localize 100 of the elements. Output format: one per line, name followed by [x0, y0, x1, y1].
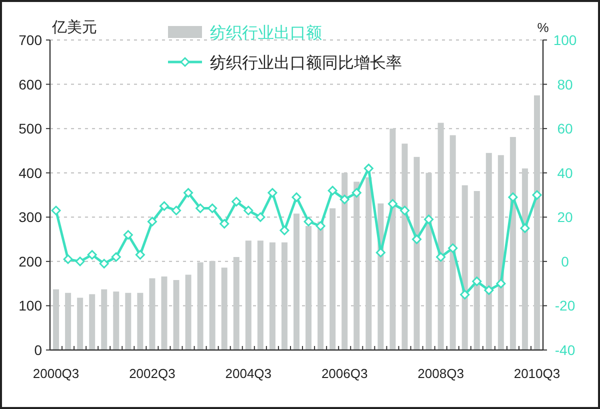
bar	[209, 260, 216, 350]
point	[244, 206, 254, 216]
bar	[366, 177, 372, 350]
bar	[402, 144, 408, 350]
bar	[53, 289, 60, 350]
bar	[65, 292, 72, 350]
y2-tick-label: 0	[561, 253, 570, 270]
y-axis-title: 亿美元	[51, 19, 97, 36]
x-tick-label: 2002Q3	[129, 366, 176, 381]
point	[496, 278, 506, 288]
bar	[245, 240, 252, 350]
point	[232, 196, 242, 206]
point	[63, 254, 73, 264]
y2-axis-title: %	[537, 20, 550, 35]
point	[400, 206, 410, 216]
y-tick-label: 0	[34, 342, 42, 358]
point	[87, 250, 97, 260]
y-tick-label: 300	[18, 209, 42, 226]
point	[304, 216, 314, 226]
bar	[510, 136, 516, 350]
y-tick-label: 400	[18, 164, 42, 181]
bar	[269, 242, 276, 350]
bar	[77, 298, 84, 350]
bar	[89, 294, 96, 350]
x-tick-label: 2004Q3	[225, 366, 272, 381]
bar	[534, 95, 540, 350]
bar	[197, 262, 204, 350]
bar	[486, 152, 492, 350]
point	[75, 256, 85, 266]
bar	[161, 276, 168, 350]
bar	[257, 240, 264, 350]
y2-tick-label: -40	[554, 342, 576, 358]
y2-tick-label: -20	[554, 298, 576, 314]
point	[268, 188, 278, 198]
bar	[221, 268, 228, 350]
point	[111, 252, 121, 262]
point	[147, 216, 157, 226]
bar	[137, 292, 144, 350]
point	[196, 204, 206, 214]
y2-tick-label: 40	[557, 164, 573, 181]
y-tick-label: 500	[18, 120, 42, 137]
y2-tick-label: 60	[557, 120, 573, 137]
y-tick-label: 100	[18, 298, 42, 314]
bar	[149, 278, 156, 350]
point	[328, 186, 338, 196]
y2-tick-label: 20	[557, 209, 573, 226]
y-tick-label: 200	[18, 253, 42, 270]
point	[484, 285, 494, 295]
point	[376, 248, 386, 258]
point	[412, 234, 422, 244]
point	[159, 201, 169, 211]
point	[424, 214, 434, 224]
point	[460, 290, 470, 300]
bar	[390, 128, 396, 350]
point	[340, 194, 350, 204]
point	[99, 258, 109, 268]
point	[208, 204, 218, 214]
bar	[498, 155, 504, 350]
point	[256, 212, 266, 222]
point	[135, 250, 145, 260]
bar	[318, 222, 324, 350]
bar	[414, 156, 420, 350]
y2-tick-label: 80	[557, 76, 573, 92]
bar	[185, 274, 192, 350]
bar	[173, 280, 180, 350]
point	[123, 230, 133, 240]
bar	[294, 214, 300, 350]
x-tick-label: 2008Q3	[418, 366, 464, 381]
bar	[330, 208, 336, 350]
y2-tick-label: 100	[553, 32, 577, 48]
point	[292, 192, 302, 202]
bar	[522, 168, 528, 350]
legend-label: 纺织行业出口额	[210, 24, 322, 42]
bar	[462, 185, 468, 350]
x-tick-label: 2010Q3	[514, 366, 560, 381]
point	[280, 226, 290, 236]
point	[472, 276, 482, 286]
y-tick-label: 700	[18, 32, 42, 48]
point	[352, 188, 362, 198]
bar	[426, 172, 432, 350]
bar	[438, 122, 444, 350]
bar	[125, 292, 132, 350]
legend-label: 纺织行业出口额同比增长率	[210, 54, 402, 72]
point	[364, 164, 374, 174]
point	[520, 223, 530, 233]
point	[508, 192, 518, 202]
bar	[474, 191, 480, 350]
bar	[342, 172, 348, 350]
x-tick-label: 2006Q3	[321, 366, 368, 381]
point	[388, 199, 398, 209]
bar	[306, 226, 312, 350]
point	[532, 190, 542, 200]
point	[172, 206, 182, 216]
bar	[113, 292, 120, 350]
point	[51, 206, 61, 216]
bar	[281, 242, 288, 350]
bar	[233, 257, 240, 350]
bar	[354, 182, 360, 350]
y-tick-label: 600	[18, 76, 42, 92]
bar	[101, 289, 108, 350]
